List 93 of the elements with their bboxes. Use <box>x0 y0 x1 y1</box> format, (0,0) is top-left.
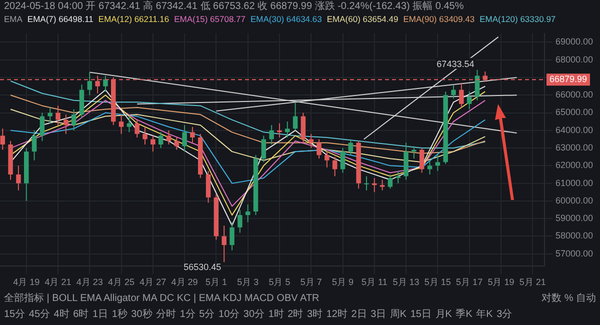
x-tick-label: 5月 5 <box>268 277 290 288</box>
text: EMA(30) 64634.63 <box>250 13 322 25</box>
candlestick <box>340 148 346 174</box>
candlestick <box>388 174 393 190</box>
x-tick-label: 4月 25 <box>108 277 135 288</box>
y-tick-label: 61000.00 <box>555 178 594 188</box>
text: EMA(15) 65708.77 <box>174 13 246 25</box>
x-tick-label: 5月 13 <box>392 277 420 288</box>
chart-title: 2024-05-18 04:00 开 67342.41 高 67342.41 低 66753.62 收 66879.99 涨跌 -0.24%(-162.43) 振幅 0.45% <box>3 0 465 13</box>
x-tick-label: 5月 17 <box>456 277 483 288</box>
candlestick <box>261 135 266 163</box>
y-tick-label: 64000.00 <box>555 124 594 135</box>
y-tick-label: 57000.00 <box>555 248 594 258</box>
candlestick <box>238 209 242 234</box>
candlestick <box>364 176 369 191</box>
candlestick <box>435 154 440 172</box>
candlestick <box>308 133 314 149</box>
candlestick <box>277 122 282 138</box>
x-tick-label: 5月 15 <box>424 277 451 288</box>
candlestick <box>300 112 306 144</box>
candlestick <box>56 105 60 126</box>
y-tick-label: 69000.00 <box>555 36 594 47</box>
candlestick <box>292 102 298 131</box>
candlestick <box>459 82 464 108</box>
text: 全部指标 | BOLL EMA Alligator MA DC KC | EMA KDJ MACD OBV ATR <box>4 292 320 306</box>
y-tick-label: 66000.00 <box>555 90 594 100</box>
text: EMA(12) 66211.16 <box>98 13 170 25</box>
x-tick-label: 4月 23 <box>76 277 103 288</box>
candlestick <box>206 170 211 204</box>
candlestick <box>324 151 330 168</box>
candlestick <box>230 222 234 251</box>
candlestick <box>142 126 148 146</box>
candlestick <box>427 160 432 175</box>
candlestick <box>190 126 195 144</box>
candlestick <box>64 114 68 134</box>
x-tick-label: 5月 1 <box>205 277 227 288</box>
y-tick-label: 68000.00 <box>555 54 594 64</box>
candlestick <box>466 91 472 110</box>
candlestick <box>71 108 76 131</box>
candlestick <box>182 124 187 152</box>
candlestick <box>126 116 132 133</box>
candlestick <box>285 121 290 138</box>
candlestick <box>372 178 377 193</box>
candlestick <box>380 179 385 191</box>
candlestick <box>166 130 172 146</box>
x-tick-label: 5月 21 <box>519 277 546 288</box>
x-tick-label: 5月 3 <box>237 277 259 288</box>
candlestick <box>332 156 338 177</box>
candlestick <box>245 204 250 223</box>
text: EMA(90) 63409.43 <box>403 13 475 25</box>
x-tick-label: 4月 29 <box>171 277 198 288</box>
text: EMA(60) 63654.49 <box>326 13 398 25</box>
text: 15分 45分 4时 6时 1日 1秒 30秒 分时 1分 5分 10分 30分 1时 2时 3时 12时 2日 3日 周K 15日 月K 季K 年K 3分 <box>3 308 514 322</box>
y-tick-label: 63000.00 <box>555 142 594 153</box>
ref-line-label: 66879.99 <box>549 74 588 84</box>
candlestick <box>269 124 274 146</box>
candlestick <box>87 72 92 96</box>
candlestick <box>316 138 322 160</box>
candlestick <box>0 128 6 150</box>
text: EMA(7) 66498.11 <box>27 13 94 25</box>
y-tick-label: 62000.00 <box>555 160 594 170</box>
x-tick-label: 4月 19 <box>13 277 40 288</box>
candlestick <box>174 136 180 150</box>
candlestick <box>451 84 456 100</box>
x-tick-label: 5月 19 <box>488 277 514 288</box>
legend-title: EMA <box>4 13 22 25</box>
x-tick-label: 5月 7 <box>300 277 322 288</box>
x-tick-label: 4月 27 <box>140 277 166 288</box>
candlestick <box>134 119 140 138</box>
candlestick <box>412 146 416 160</box>
candlestick <box>16 165 21 191</box>
y-tick-label: 65000.00 <box>555 107 594 118</box>
text: 对数 % 自动 <box>542 292 596 306</box>
candlestick <box>40 112 45 142</box>
text: EMA(120) 63330.97 <box>480 13 556 25</box>
candlestick <box>419 148 424 174</box>
y-tick-label: 60000.00 <box>555 195 594 206</box>
x-tick-label: 5月 11 <box>361 277 388 288</box>
candlestick <box>474 69 480 101</box>
candlestick <box>118 114 124 134</box>
annotation: 56530.45 <box>184 262 222 272</box>
candlestick <box>158 132 164 149</box>
candlestick <box>32 130 37 161</box>
x-tick-label: 5月 9 <box>332 277 354 288</box>
annotation: 67433.54 <box>436 58 474 69</box>
candlestick <box>222 225 226 263</box>
candlestick <box>103 75 108 92</box>
candlestick <box>348 138 354 156</box>
x-tick-label: 4月 21 <box>44 277 72 288</box>
candlestick <box>150 135 156 152</box>
candlestick <box>48 106 52 124</box>
y-tick-label: 58000.00 <box>555 230 594 241</box>
y-tick-label: 59000.00 <box>555 213 594 224</box>
